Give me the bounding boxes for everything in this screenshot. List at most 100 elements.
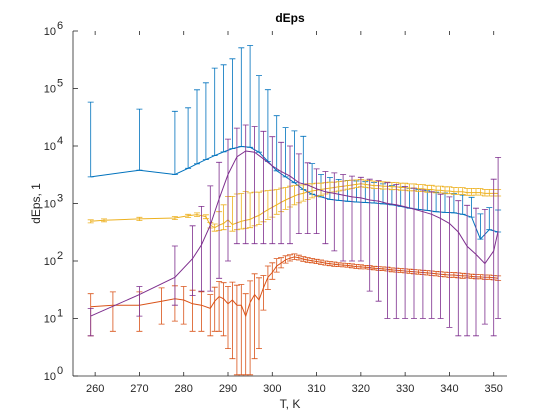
- errorbar-1-18: [251, 273, 258, 360]
- errorbar-3-10: [251, 126, 258, 245]
- errorbar-2-14: [238, 193, 245, 230]
- errorbar-2-26: [291, 185, 298, 206]
- y-tick-label: 10: [44, 371, 56, 383]
- series-line-2: [90, 183, 499, 229]
- errorbar-3-5: [207, 185, 214, 292]
- errorbar-3-25: [384, 182, 391, 319]
- errorbar-3-21: [349, 175, 355, 262]
- errorbar-3-0: [87, 308, 94, 337]
- series-line-0: [90, 145, 499, 241]
- errorbar-3-1: [136, 286, 143, 317]
- x-tick-label: 330: [396, 383, 414, 395]
- errorbar-1-17: [247, 280, 254, 376]
- errorbar-3-37: [490, 178, 497, 337]
- y-tick-label: 10: [44, 84, 56, 96]
- errorbar-3-2: [171, 245, 178, 306]
- errorbar-2-18: [256, 191, 262, 225]
- errorbar-3-12: [269, 136, 276, 245]
- errorbar-2-38: [344, 180, 351, 190]
- x-tick-label: 260: [86, 383, 104, 395]
- errorbar-3-15: [295, 153, 302, 234]
- y-tick-exponent: 0: [57, 365, 63, 377]
- y-tick-exponent: 5: [57, 78, 63, 90]
- errorbar-3-20: [340, 174, 347, 262]
- x-tick-label: 290: [219, 383, 237, 395]
- errorbar-3-3: [189, 225, 196, 296]
- y-axis-label: dEps, 1: [29, 183, 43, 224]
- errorbar-3-4: [198, 206, 205, 292]
- errorbar-3-16: [304, 162, 311, 234]
- y-tick-exponent: 6: [57, 20, 63, 32]
- y-tick-exponent: 4: [57, 135, 63, 147]
- errorbar-1-22: [269, 262, 276, 280]
- errorbar-1-23: [273, 258, 280, 273]
- x-tick-label: 280: [175, 383, 193, 395]
- series-0: [87, 45, 502, 241]
- x-tick-label: 300: [263, 383, 281, 395]
- errorbar-2-0: [87, 219, 94, 224]
- errorbar-3-32: [446, 196, 453, 328]
- errorbar-3-27: [402, 186, 409, 319]
- errorbar-1-7: [198, 291, 205, 332]
- series-layer: [87, 45, 502, 376]
- x-tick-label: 320: [352, 383, 370, 395]
- series-line-3: [90, 150, 499, 317]
- y-tick-label: 10: [44, 141, 56, 153]
- y-tick-label: 10: [44, 256, 56, 268]
- errorbar-2-10: [220, 204, 227, 231]
- errorbar-3-14: [287, 145, 293, 245]
- errorbar-2-59: [437, 185, 444, 194]
- errorbar-3-28: [411, 187, 417, 319]
- chart-title: dEps: [275, 11, 305, 25]
- errorbar-2-24: [282, 187, 289, 210]
- errorbar-3-31: [437, 193, 444, 319]
- errorbar-3-19: [331, 172, 338, 252]
- y-tick-label: 10: [44, 199, 56, 211]
- errorbar-3-34: [464, 204, 471, 337]
- x-tick-label: 340: [440, 383, 458, 395]
- errorbar-1-19: [256, 277, 262, 349]
- errorbar-2-68: [477, 188, 484, 196]
- errorbar-3-22: [357, 176, 364, 262]
- y-tick-label: 10: [44, 26, 56, 38]
- errorbar-1-8: [207, 294, 214, 337]
- errorbar-3-8: [233, 127, 240, 245]
- series-line-1: [90, 256, 499, 318]
- errorbar-1-5: [180, 286, 187, 325]
- errorbar-3-13: [278, 141, 285, 245]
- series-3: [87, 124, 502, 337]
- errorbar-2-61: [446, 186, 453, 195]
- x-tick-label: 270: [130, 383, 148, 395]
- errorbar-2-64: [459, 187, 466, 195]
- x-tick-label: 350: [485, 383, 503, 395]
- x-ticks: 260 270 280 290 300 310 320 330 340 350: [86, 31, 503, 395]
- errorbar-3-38: [495, 157, 502, 319]
- errorbar-2-16: [247, 192, 254, 229]
- errorbar-3-30: [428, 191, 435, 319]
- errorbar-3-23: [366, 178, 373, 292]
- errorbar-3-11: [260, 130, 267, 245]
- errorbar-1-11: [220, 282, 227, 337]
- y-tick-exponent: 1: [57, 308, 63, 320]
- y-tick-exponent: 3: [57, 193, 63, 205]
- x-axis-label: T, K: [280, 397, 301, 411]
- errorbar-3-9: [242, 124, 249, 245]
- errorbar-1-20: [260, 275, 267, 311]
- series-3-errorbars: [87, 124, 502, 337]
- errorbar-1-1: [109, 291, 116, 332]
- errorbar-3-26: [393, 184, 400, 319]
- errorbar-3-36: [481, 209, 488, 325]
- series-1: [87, 253, 502, 376]
- errorbar-1-3: [158, 287, 165, 325]
- errorbar-3-33: [455, 200, 462, 337]
- y-tick-exponent: 2: [57, 250, 63, 262]
- errorbar-1-13: [229, 281, 236, 360]
- errorbar-3-35: [473, 207, 479, 337]
- errorbar-3-17: [313, 168, 320, 234]
- errorbar-3-18: [322, 171, 329, 245]
- errorbar-1-10: [216, 281, 223, 332]
- errorbar-2-22: [273, 189, 280, 215]
- x-tick-label: 310: [307, 383, 325, 395]
